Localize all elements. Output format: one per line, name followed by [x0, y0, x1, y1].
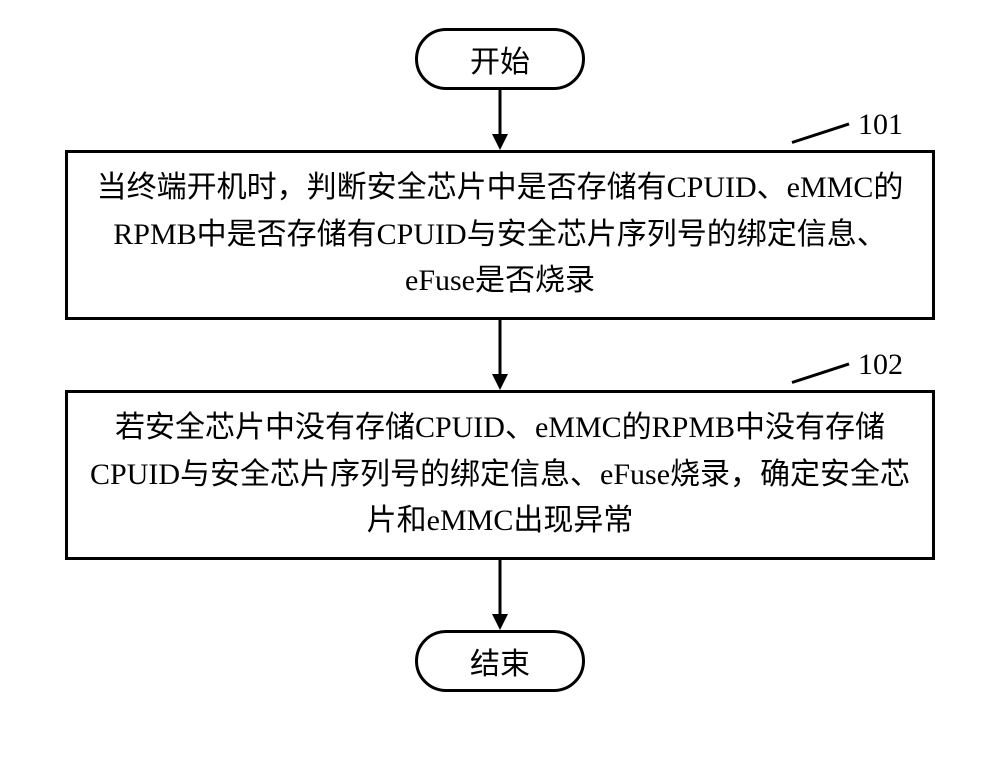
step1-text: 当终端开机时，判断安全芯片中是否存储有CPUID、eMMC的RPMB中是否存储有… — [90, 165, 910, 305]
start-label: 开始 — [470, 37, 530, 81]
arrow-start-to-step1 — [490, 90, 510, 150]
arrow-step1-to-step2 — [490, 320, 510, 390]
flowchart-container: 开始 当终端开机时，判断安全芯片中是否存储有CPUID、eMMC的RPMB中是否… — [0, 20, 1000, 750]
step2-text: 若安全芯片中没有存储CPUID、eMMC的RPMB中没有存储CPUID与安全芯片… — [90, 405, 910, 545]
start-node: 开始 — [415, 28, 585, 90]
end-node: 结束 — [415, 630, 585, 692]
process-step-1: 当终端开机时，判断安全芯片中是否存储有CPUID、eMMC的RPMB中是否存储有… — [65, 150, 935, 320]
step2-id: 102 — [858, 348, 903, 382]
leader-102 — [792, 363, 850, 384]
arrow-step2-to-end — [490, 560, 510, 630]
step1-id: 101 — [858, 108, 903, 142]
end-label: 结束 — [470, 639, 530, 683]
process-step-2: 若安全芯片中没有存储CPUID、eMMC的RPMB中没有存储CPUID与安全芯片… — [65, 390, 935, 560]
leader-101 — [792, 123, 850, 144]
